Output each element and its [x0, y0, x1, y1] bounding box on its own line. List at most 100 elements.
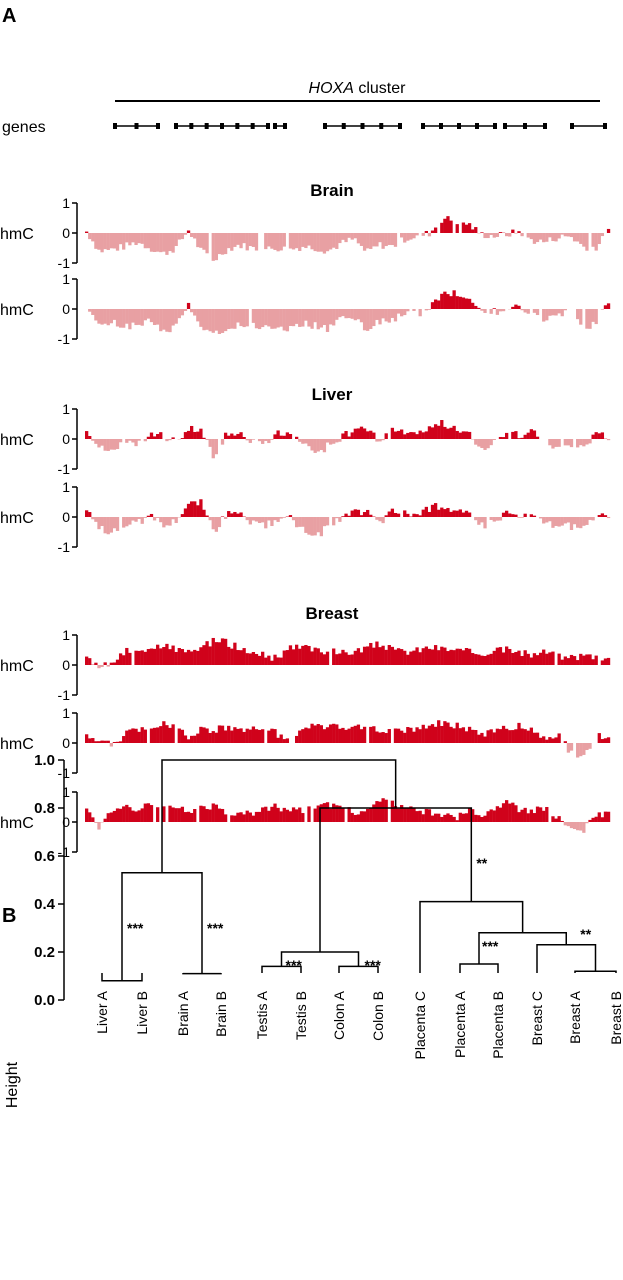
hmc-bar [359, 811, 364, 822]
hmc-bar [325, 517, 330, 526]
hmc-bar [551, 309, 555, 316]
hmc-bar [273, 803, 277, 822]
hmc-bar [579, 517, 583, 529]
hmc-bar [279, 734, 283, 743]
hmc-bar [532, 430, 537, 439]
hmc-bar [427, 511, 432, 517]
hmc-bar [477, 517, 481, 525]
hmc-bar [390, 309, 395, 318]
hmc-bar [532, 515, 537, 517]
leaf-label: Liver B [134, 991, 150, 1035]
hmc-bar [106, 439, 110, 451]
hmc-bar [335, 805, 339, 822]
hmc-bar [328, 309, 333, 325]
hmc-bar [171, 724, 175, 743]
hmc-bar [106, 665, 110, 667]
hmc-bar [440, 420, 444, 439]
hmc-bar [128, 309, 132, 330]
hmc-bar [267, 517, 271, 521]
hmc-bar [572, 517, 577, 525]
hmc-bar [600, 432, 605, 439]
hmc-bar [288, 515, 293, 517]
hmc-bar [190, 651, 194, 665]
hmc-bar [569, 654, 574, 665]
hmc-bar [474, 730, 478, 743]
track-ylabel: hmC [0, 736, 34, 753]
hmc-bar [248, 729, 252, 743]
hmc-bar [396, 430, 401, 439]
hmc-bar [603, 515, 608, 517]
hmc-bar [557, 439, 561, 447]
hmc-bar [362, 512, 367, 517]
hmc-bar [122, 233, 126, 250]
hmc-bar [458, 728, 462, 743]
hmc-bar [220, 725, 225, 743]
hmc-bar [211, 731, 215, 743]
hmc-bar [403, 233, 407, 243]
hmc-bar [202, 509, 206, 517]
hmc-bar [245, 233, 249, 251]
hmc-bar [591, 233, 595, 247]
hmc-bar [91, 517, 95, 520]
hmc-bar [257, 439, 262, 442]
hmc-bar [421, 814, 425, 822]
hmc-bar [362, 726, 367, 743]
hmc-bar [505, 432, 509, 439]
hmc-bar [548, 309, 552, 316]
hmc-bar [384, 233, 388, 247]
hmc-bar [285, 738, 290, 743]
hmc-bar [180, 233, 185, 240]
hmc-bar [452, 425, 456, 439]
hmc-bar [483, 517, 487, 529]
track-tick-label: 0 [62, 225, 70, 241]
hmc-bar [449, 220, 453, 233]
hmc-bar [563, 741, 567, 743]
track-tick-label: 0 [62, 735, 70, 751]
hmc-bar [322, 803, 327, 822]
hmc-bar [328, 439, 333, 445]
hmc-bar [477, 307, 481, 309]
hmc-bar [251, 517, 256, 521]
hmc-bar [430, 427, 435, 439]
hmc-bar [563, 822, 567, 826]
hmc-bar [418, 309, 422, 317]
hmc-bar [171, 437, 175, 439]
hmc-bar [597, 733, 601, 743]
hmc-bar [582, 655, 586, 665]
hmc-bar [115, 309, 120, 327]
hmc-bar [183, 508, 188, 517]
hmc-bar [350, 233, 354, 240]
hmc-bar [350, 510, 354, 517]
hmc-bar [369, 726, 373, 743]
hmc-bar [433, 645, 438, 665]
hmc-bar [421, 648, 425, 665]
hmc-bar [270, 806, 274, 822]
hmc-bar [551, 738, 555, 743]
hmc-bar [261, 807, 265, 822]
hmc-bar [279, 233, 283, 251]
hmc-bar [227, 233, 231, 249]
hmc-bar [214, 517, 218, 532]
hmc-bar [526, 309, 530, 314]
hmc-bar [446, 428, 450, 439]
hmc-bar [359, 729, 364, 743]
hmc-bar [134, 233, 138, 245]
hmc-bar [134, 728, 138, 743]
hmc-bar [217, 309, 222, 334]
hmc-bar [310, 309, 314, 329]
hmc-bar [335, 654, 339, 665]
hmc-bar [143, 517, 147, 518]
track-tick-label: 1 [62, 401, 70, 417]
hmc-bar [217, 517, 222, 528]
hmc-bar [606, 517, 611, 519]
hmc-bar [430, 504, 435, 517]
hmc-bar [455, 510, 459, 517]
hmc-bar [220, 309, 225, 333]
hmc-bar [344, 513, 348, 517]
hmc-bar [211, 233, 215, 261]
hmc-track: hmC 1 0 -1 [0, 271, 611, 347]
hmc-bar [264, 806, 268, 822]
hmc-bar [535, 309, 540, 316]
hmc-bar [245, 439, 249, 441]
hmc-bar [572, 233, 577, 242]
